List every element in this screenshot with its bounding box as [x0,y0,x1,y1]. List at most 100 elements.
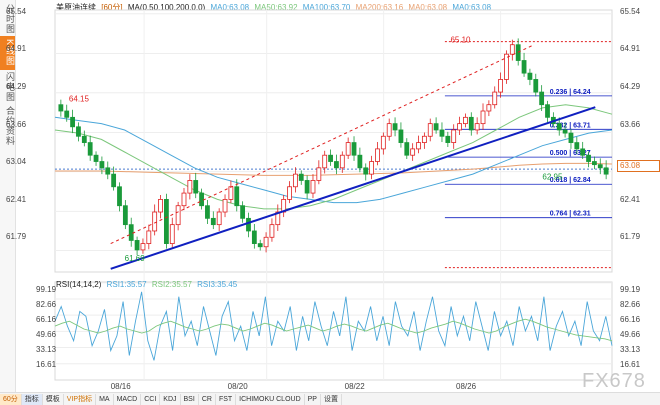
toolbar-item-settings[interactable]: 设置 [321,393,342,405]
candle-body [339,154,345,169]
earlier-high-label: 64.15 [69,95,90,104]
candle-body [210,217,216,226]
toolbar-item-indicators[interactable]: 指标 [21,393,43,405]
price-chart[interactable]: 0.236 | 64.24 0.382 | 63.71 0.500 | 63.27 0… [0,0,660,392]
candle-body [128,224,134,241]
candle-body [527,72,533,80]
candle-body [486,104,492,112]
candle-body [316,167,322,181]
tab-contract-info[interactable]: 合约资料 [5,106,15,146]
candle-body [163,198,169,244]
candle-body [205,205,210,219]
support-trendline [110,106,596,270]
candle-body [509,44,515,55]
candle-body [76,126,81,137]
rsi-value: RSI2:35.57 [151,280,192,289]
fib-level-label: 0.618 | 62.84 [550,177,591,184]
indicator-toolbar: 60分 指标 模板 VIP指标 MA MACD CCI KDJ BSI CR F… [0,392,660,405]
date-label: 08/16 [111,382,132,391]
toolbar-item-vip[interactable]: VIP指标 [64,393,97,405]
candle-body [81,135,87,143]
candle-body [87,142,93,156]
candle-body [292,173,298,188]
rsi-axis-label-left: 99.19 [36,285,57,294]
candle-body [117,186,122,207]
toolbar-item-bsi[interactable]: BSI [181,393,199,405]
fib-level-label: 0.236 | 64.24 [550,89,591,96]
price-axis-label-left: 63.04 [6,157,27,166]
price-axis-label-left: 65.54 [6,7,27,16]
toolbar-item-templates[interactable]: 模板 [43,393,64,405]
candle-body [533,79,539,93]
candle-body [386,123,392,137]
price-axis-label-right: 63.66 [620,120,641,129]
price-axis-label-left: 62.41 [6,195,27,204]
candle-body [99,161,105,169]
candle-body [568,132,574,143]
candle-body [158,198,163,213]
last-low-label: 62.95 [542,172,563,181]
candle-body [175,205,181,226]
rsi-axis-label-right: 16.61 [620,360,641,369]
candle-body [580,148,586,156]
candle-body [322,154,328,169]
candle-body [380,135,386,150]
candle-body [240,205,246,219]
candle-body [375,148,380,162]
candle-body [298,173,304,181]
left-sidebar: 分时图 K线图 闪电图 合约资料 [0,0,16,392]
rsi-axis-label-right: 49.66 [620,330,641,339]
toolbar-item-cci[interactable]: CCI [141,393,161,405]
toolbar-item-fst[interactable]: FST [216,393,237,405]
candle-body [193,180,199,194]
date-label: 08/20 [228,382,249,391]
tab-kline[interactable]: K线图 [0,36,15,70]
candle-body [228,186,234,200]
candle-body [539,91,545,106]
ma-value: MA0:63.08 [210,3,250,12]
candle-body [369,161,375,175]
rsi2-line [54,318,613,342]
rsi-axis-label-left: 66.16 [36,315,57,324]
tab-timeshare[interactable]: 分时图 [5,4,15,34]
toolbar-item-ichimoku[interactable]: ICHIMOKU CLOUD [236,393,305,405]
period-selector[interactable]: 60分 [0,393,22,405]
candle-body [463,116,468,125]
candle-body [521,60,527,74]
rsi-axis-label-left: 16.61 [36,360,57,369]
candle-body [603,167,609,175]
toolbar-item-macd[interactable]: MACD [114,393,142,405]
candle-body [181,192,187,207]
ma50-line [54,104,613,210]
candle-body [64,110,70,118]
rsi-title: RSI(14,14,2) [56,280,102,289]
candle-body [410,148,416,156]
candle-body [421,135,427,143]
tab-flash[interactable]: 闪电图 [5,72,15,102]
candle-body [105,167,111,175]
candle-body [439,129,445,137]
candle-body [257,243,263,248]
candle-body [246,217,251,232]
toolbar-item-pp[interactable]: PP [305,393,321,405]
candle-body [574,142,580,150]
candle-body [93,154,99,162]
symbol-name: 美原油连续 [56,3,96,12]
rsi-value: RSI3:35.45 [197,280,238,289]
candle-body [586,154,591,162]
rsi-axis-label-right: 99.19 [620,285,641,294]
candle-body [597,164,603,169]
candle-body [357,154,363,169]
rsi-axis-label-right: 33.13 [620,345,641,354]
period-label[interactable]: [60分] [101,3,123,12]
high-label: 65.10 [450,36,471,45]
price-axis-label-right: 64.29 [620,82,641,91]
rsi-header: RSI(14,14,2) RSI1:35.57 RSI2:35.57 RSI3:… [56,280,240,289]
toolbar-item-ma[interactable]: MA [96,393,114,405]
candle-body [328,154,333,162]
candle-body [187,180,193,194]
toolbar-item-kdj[interactable]: KDJ [160,393,181,405]
toolbar-item-cr[interactable]: CR [199,393,216,405]
candle-body [169,224,175,244]
candle-body [468,116,474,131]
